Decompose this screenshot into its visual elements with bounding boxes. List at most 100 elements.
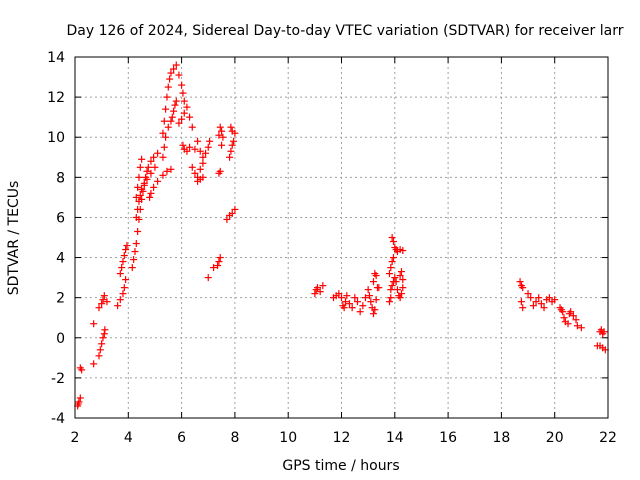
x-tick-label: 16 (439, 430, 457, 446)
data-point (132, 240, 140, 248)
data-point (147, 169, 155, 177)
data-point (162, 105, 170, 113)
data-point (154, 177, 162, 185)
data-point (564, 320, 572, 328)
data-point (98, 300, 106, 308)
data-point (385, 270, 393, 278)
data-point (388, 234, 396, 241)
data-point (134, 205, 142, 213)
data-point (159, 153, 167, 161)
data-point (120, 252, 128, 260)
data-point (134, 227, 142, 235)
data-point (527, 294, 535, 302)
data-point (389, 254, 397, 262)
data-point (199, 159, 207, 167)
data-point (529, 302, 537, 310)
y-tick-label: 6 (56, 210, 65, 226)
data-point (135, 197, 143, 205)
data-point (163, 167, 171, 175)
data-point (532, 298, 540, 306)
data-point (573, 322, 581, 330)
data-point (396, 294, 404, 302)
y-tick-label: -4 (51, 411, 65, 427)
x-tick-label: 12 (333, 430, 351, 446)
data-point (341, 298, 349, 306)
data-point (99, 334, 107, 342)
data-point (348, 304, 356, 312)
data-point (183, 103, 191, 111)
data-point (101, 326, 109, 334)
data-point (151, 163, 159, 171)
data-point (170, 107, 178, 115)
data-point (311, 290, 319, 298)
y-axis-label: SDTVAR / TECUs (6, 181, 22, 296)
data-point (569, 312, 577, 320)
data-point (103, 298, 111, 306)
data-point (130, 256, 138, 264)
data-point (116, 296, 124, 304)
data-point (351, 294, 359, 302)
data-point (128, 264, 136, 272)
data-point (96, 346, 104, 354)
data-point (369, 278, 377, 286)
data-point (136, 191, 144, 199)
data-point (180, 97, 188, 105)
data-point (216, 254, 224, 262)
data-point (231, 205, 239, 213)
data-point (215, 258, 223, 266)
data-point (150, 183, 158, 191)
data-point (540, 304, 548, 312)
data-point (159, 171, 167, 179)
data-point (393, 286, 401, 294)
data-point (397, 290, 405, 298)
data-point (159, 129, 167, 137)
data-point (223, 215, 231, 223)
data-point (191, 169, 199, 177)
data-point (167, 117, 175, 125)
data-point (154, 149, 162, 157)
data-point (388, 282, 396, 290)
data-point (143, 167, 151, 175)
data-point (345, 300, 353, 308)
data-point (218, 127, 226, 135)
plot-frame (74, 56, 609, 419)
data-point (388, 258, 396, 266)
data-point (134, 183, 142, 191)
chart-title: Day 126 of 2024, Sidereal Day-to-day VTE… (67, 23, 624, 39)
data-point (122, 246, 130, 254)
data-point (369, 310, 377, 318)
data-point (371, 306, 379, 314)
data-point (178, 115, 186, 123)
data-point (216, 167, 224, 175)
data-point (399, 276, 407, 284)
data-point (359, 302, 367, 310)
data-point (572, 316, 580, 324)
data-point (194, 137, 202, 145)
data-point (399, 284, 407, 292)
data-point (116, 270, 124, 278)
data-point (356, 308, 364, 316)
data-point (204, 274, 212, 282)
data-point (163, 93, 171, 101)
data-point (600, 328, 608, 336)
data-point (199, 153, 207, 161)
data-point (228, 209, 236, 217)
x-tick-label: 10 (279, 430, 297, 446)
data-point (343, 292, 351, 300)
data-point (167, 69, 175, 77)
x-tick-label: 14 (386, 430, 404, 446)
data-point (90, 360, 98, 368)
x-tick-label: 4 (124, 430, 133, 446)
data-point (119, 290, 127, 298)
data-point (118, 264, 126, 272)
data-point (228, 127, 236, 135)
data-point (186, 113, 194, 121)
data-point (537, 300, 545, 308)
data-point (179, 89, 187, 97)
data-point (316, 288, 324, 296)
data-point (170, 65, 178, 73)
data-point (204, 143, 212, 151)
data-point (160, 117, 168, 125)
data-point (180, 109, 188, 117)
data-point (577, 324, 585, 332)
